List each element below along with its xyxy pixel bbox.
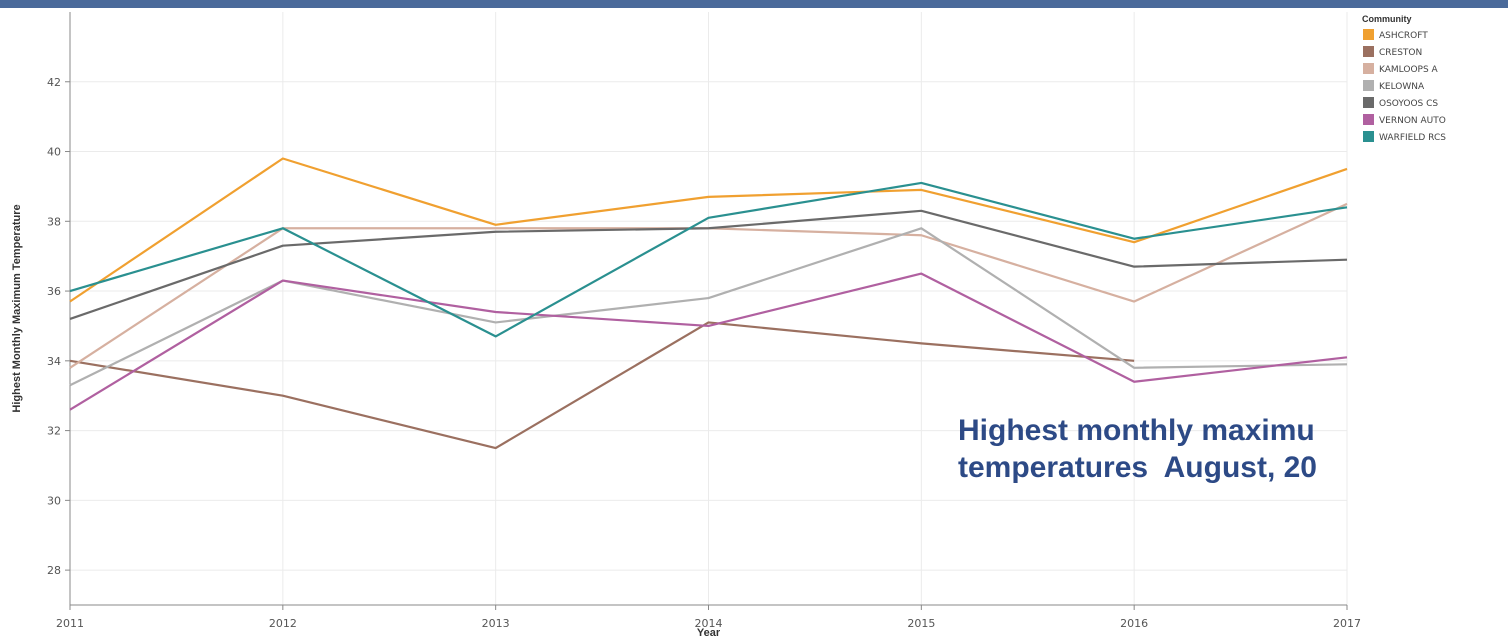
x-tick-label: 2013 — [482, 617, 510, 630]
caption: Highest monthly maximu temperatures Augu… — [958, 412, 1508, 486]
legend-items: ASHCROFT CRESTON KAMLOOPS A KELOWNA OSOYOOS … — [1363, 29, 1446, 143]
legend: Community ASHCROFT CRESTON KAMLOOPS A KELOW… — [1362, 14, 1446, 143]
grid-layer — [69, 12, 1348, 605]
legend-swatch-kelowna — [1363, 80, 1374, 91]
legend-swatch-osoyoos-cs — [1363, 97, 1374, 108]
x-tick-label: 2017 — [1333, 617, 1361, 630]
y-tick-label: 30 — [47, 494, 61, 507]
legend-label-vernon-auto: VERNON AUTO — [1379, 116, 1446, 126]
legend-swatch-ashcroft — [1363, 29, 1374, 40]
series-line-vernon-auto — [69, 272, 1348, 411]
legend-label-creston: CRESTON — [1379, 48, 1422, 58]
top-banner-bar — [0, 0, 1508, 8]
y-tick-label: 34 — [47, 355, 61, 368]
y-tick-label: 42 — [47, 76, 61, 89]
series-line-ashcroft — [69, 157, 1348, 303]
x-tick-label: 2012 — [269, 617, 297, 630]
y-tick-label: 36 — [47, 285, 61, 298]
y-axis-title: Highest Monthly Maximum Temperature — [11, 204, 23, 412]
legend-swatch-kamloops-a — [1363, 63, 1374, 74]
series-layer — [69, 157, 1348, 450]
x-tick-label: 2014 — [695, 617, 723, 630]
legend-swatch-creston — [1363, 46, 1374, 57]
y-tick-label: 38 — [47, 215, 61, 228]
legend-swatch-vernon-auto — [1363, 114, 1374, 125]
caption-line-1: Highest monthly maximu — [958, 414, 1315, 447]
x-tick-label: 2016 — [1120, 617, 1148, 630]
y-tick-label: 32 — [47, 425, 61, 438]
series-line-creston — [69, 321, 1135, 450]
y-tick-label: 28 — [47, 564, 61, 577]
legend-label-kelowna: KELOWNA — [1379, 82, 1425, 92]
x-axis-title: Year — [697, 627, 721, 639]
x-tick-label: 2011 — [56, 617, 84, 630]
x-tick-label: 2015 — [907, 617, 935, 630]
legend-label-kamloops-a: KAMLOOPS A — [1379, 65, 1439, 75]
series-line-warfield-rcs — [69, 181, 1348, 338]
legend-label-osoyoos-cs: OSOYOOS CS — [1379, 99, 1438, 109]
axes-layer: 28 30 32 34 36 38 40 42 2011 2012 2013 2014 2015 2016… — [47, 12, 1361, 630]
caption-line-2: temperatures August, 20 — [958, 451, 1317, 484]
series-line-osoyoos-cs — [69, 209, 1348, 321]
legend-swatch-warfield-rcs — [1363, 131, 1374, 142]
legend-label-ashcroft: ASHCROFT — [1379, 31, 1428, 41]
legend-label-warfield-rcs: WARFIELD RCS — [1379, 133, 1446, 143]
legend-title: Community — [1362, 14, 1412, 24]
y-tick-label: 40 — [47, 146, 61, 159]
